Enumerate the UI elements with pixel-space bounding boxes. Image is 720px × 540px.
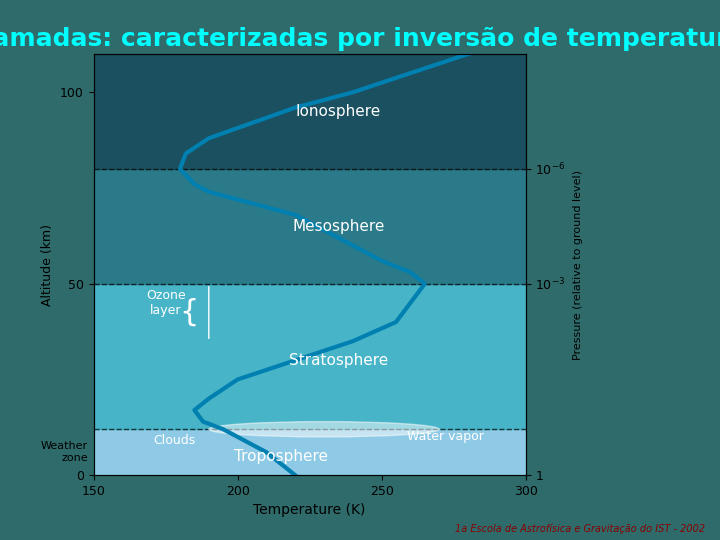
Bar (94, 54, 526, 169)
Text: Stratosphere: Stratosphere (289, 353, 388, 368)
Text: Water vapor: Water vapor (407, 430, 483, 443)
Text: Troposphere: Troposphere (234, 449, 328, 463)
Bar (94, 169, 526, 284)
Text: Mesosphere: Mesosphere (292, 219, 384, 234)
Bar (94, 284, 526, 429)
Text: Clouds: Clouds (153, 434, 195, 447)
Text: {: { (179, 298, 198, 327)
X-axis label: Temperature (K): Temperature (K) (253, 503, 366, 517)
Text: Ozone
layer: Ozone layer (145, 289, 186, 317)
Y-axis label: Pressure (relative to ground level): Pressure (relative to ground level) (572, 170, 582, 360)
Ellipse shape (209, 422, 439, 437)
Y-axis label: Altitude (km): Altitude (km) (42, 224, 55, 306)
Text: Camadas: caracterizadas por inversão de temperatura: Camadas: caracterizadas por inversão de … (0, 27, 720, 51)
Text: Weather
zone: Weather zone (41, 441, 88, 463)
Text: Ionosphere: Ionosphere (296, 104, 381, 119)
Bar (94, 429, 526, 475)
Text: 1a Escola de Astrofísica e Gravitação do IST - 2002: 1a Escola de Astrofísica e Gravitação do… (456, 524, 706, 535)
